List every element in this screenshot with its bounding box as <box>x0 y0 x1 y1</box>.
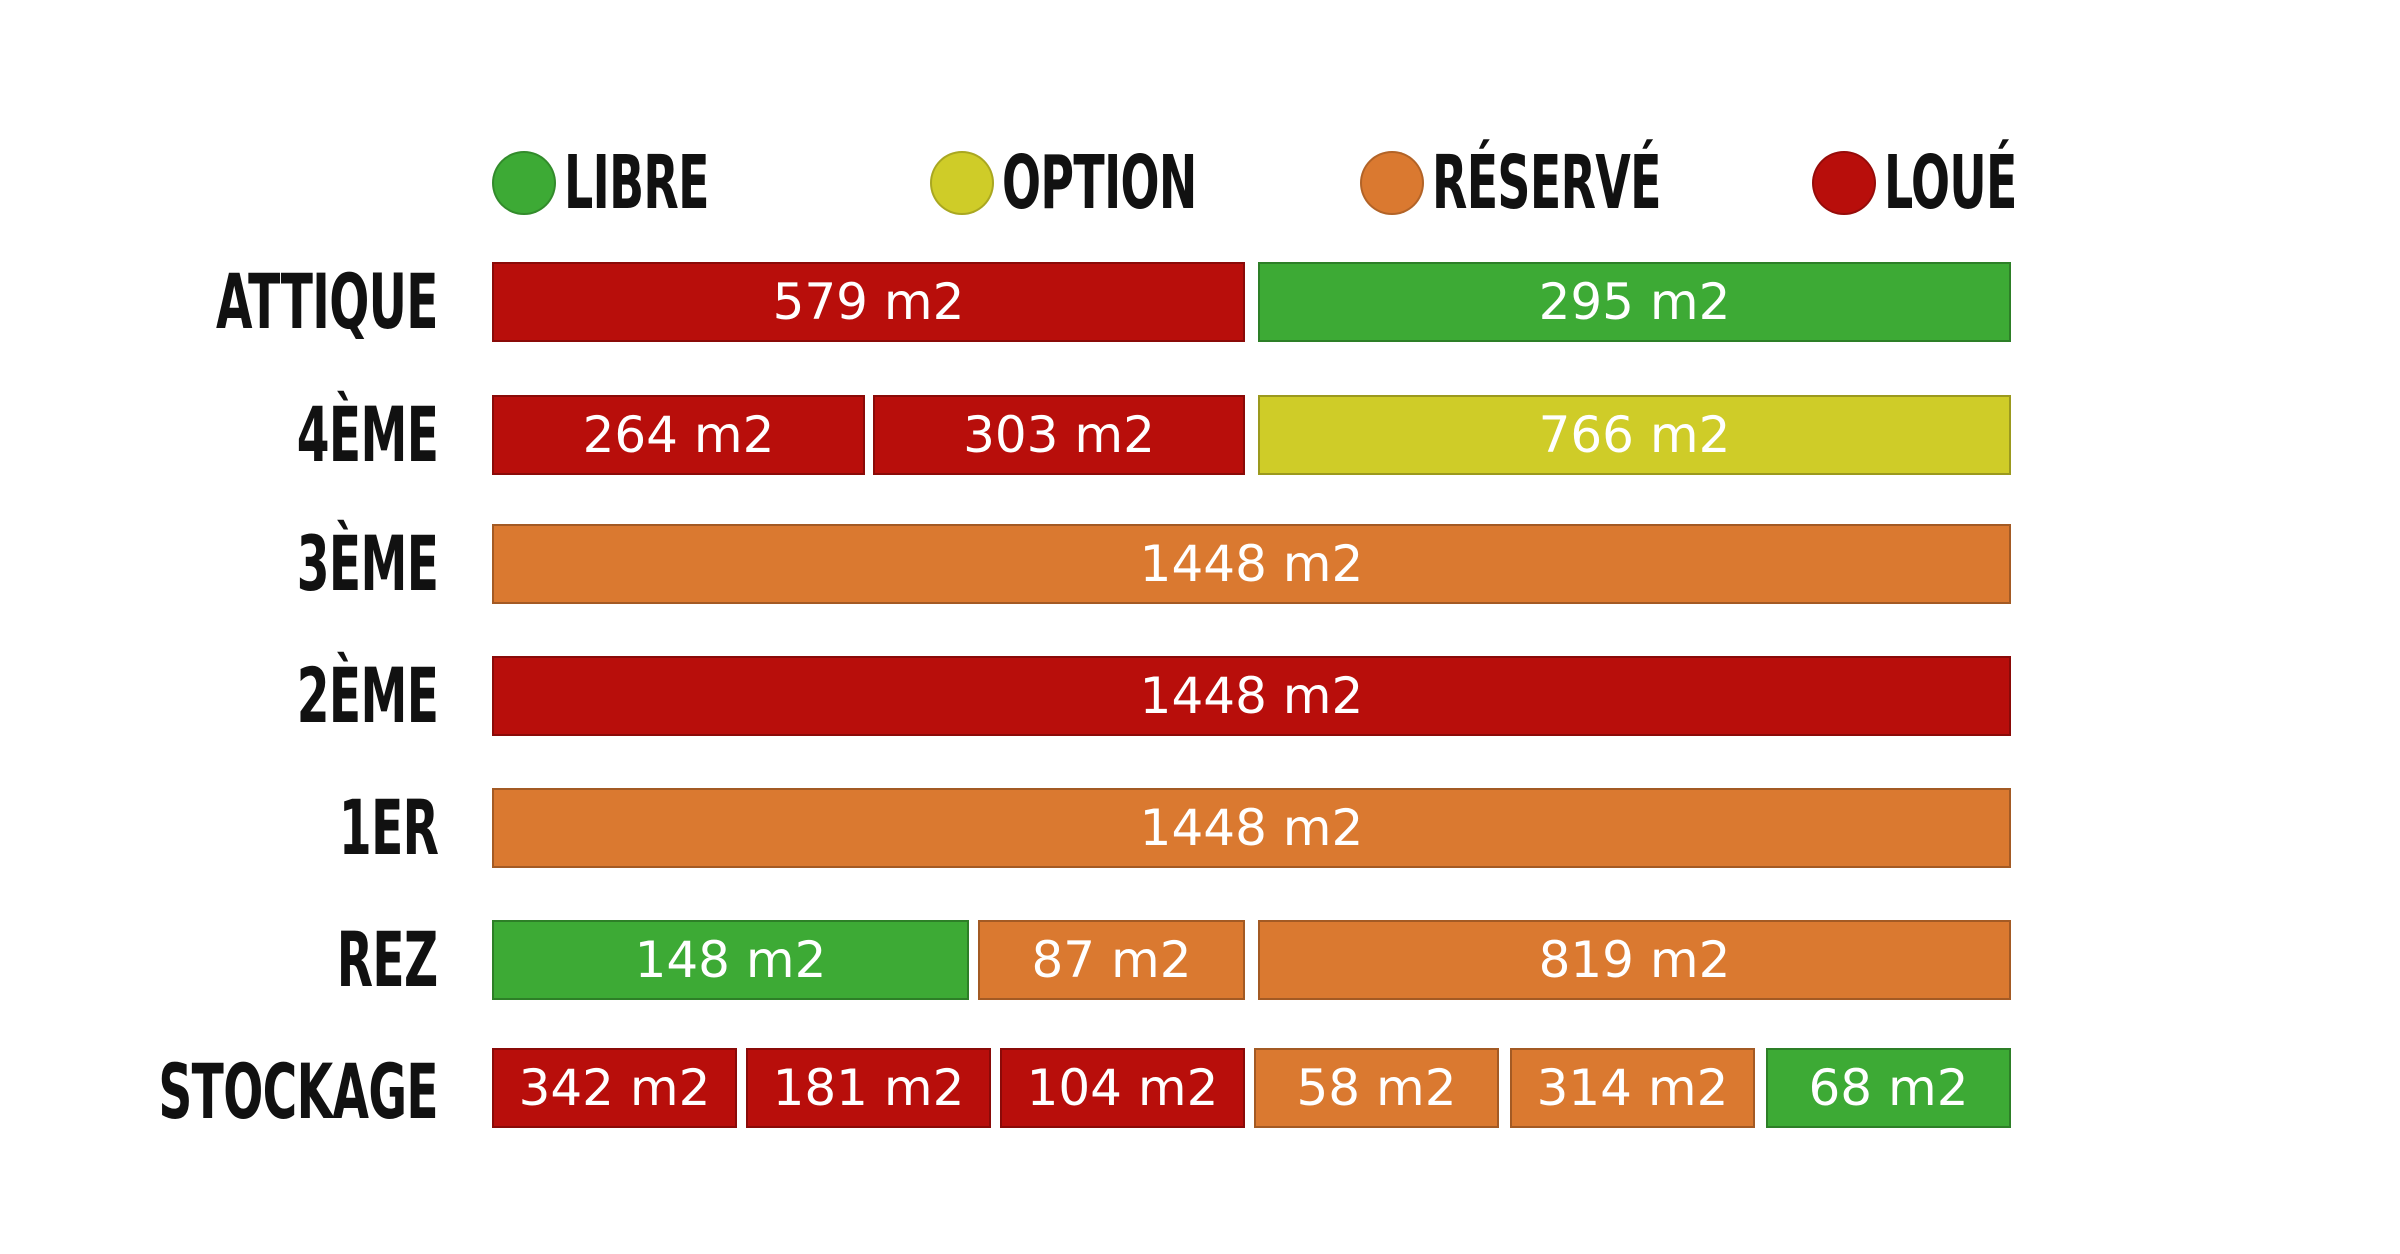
unit-3eme-1448: 1448 m2 <box>492 524 2011 604</box>
unit-2eme-1448: 1448 m2 <box>492 656 2011 736</box>
floor-label-1er: 1ER <box>338 783 439 872</box>
unit-rez-819: 819 m2 <box>1258 920 2011 1000</box>
floor-label-3eme: 3ÈME <box>296 519 438 608</box>
unit-stockage-104: 104 m2 <box>1000 1048 1245 1128</box>
floor-label-rez: REZ <box>337 915 438 1004</box>
unit-4eme-303: 303 m2 <box>873 395 1245 475</box>
legend-libre: LIBRE <box>492 138 798 228</box>
legend-dot-reserve <box>1360 151 1424 215</box>
floor-label-stockage: STOCKAGE <box>158 1047 438 1136</box>
legend-loue: LOUÉ <box>1812 138 2098 228</box>
unit-stockage-58: 58 m2 <box>1254 1048 1499 1128</box>
unit-attique-295: 295 m2 <box>1258 262 2011 342</box>
legend-dot-libre <box>492 151 556 215</box>
legend-option: OPTION <box>930 138 1316 228</box>
unit-4eme-766: 766 m2 <box>1258 395 2011 475</box>
legend-dot-loue <box>1812 151 1876 215</box>
legend-label-libre: LIBRE <box>564 140 709 226</box>
unit-1er-1448: 1448 m2 <box>492 788 2011 868</box>
unit-stockage-314: 314 m2 <box>1510 1048 1755 1128</box>
legend-label-loue: LOUÉ <box>1884 140 2017 226</box>
unit-stockage-342: 342 m2 <box>492 1048 737 1128</box>
legend-dot-option <box>930 151 994 215</box>
unit-4eme-264: 264 m2 <box>492 395 865 475</box>
floor-label-2eme: 2ÈME <box>296 651 438 740</box>
legend-reserve: RÉSERVÉ <box>1360 138 1801 228</box>
unit-stockage-68: 68 m2 <box>1766 1048 2011 1128</box>
floor-label-attique: ATTIQUE <box>216 257 438 346</box>
unit-attique-579: 579 m2 <box>492 262 1245 342</box>
legend-label-reserve: RÉSERVÉ <box>1432 140 1662 226</box>
unit-stockage-181: 181 m2 <box>746 1048 991 1128</box>
unit-rez-87: 87 m2 <box>978 920 1245 1000</box>
unit-rez-148: 148 m2 <box>492 920 969 1000</box>
legend-label-option: OPTION <box>1002 140 1197 226</box>
floor-label-4eme: 4ÈME <box>296 390 438 479</box>
